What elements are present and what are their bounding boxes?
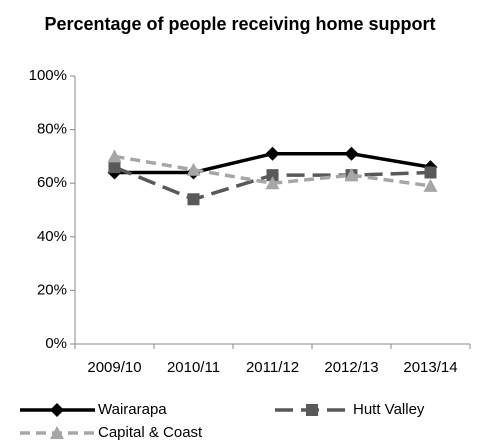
data-point (423, 178, 438, 192)
data-point (186, 162, 201, 176)
x-tick-label: 2009/10 (87, 359, 141, 376)
data-point (265, 146, 280, 161)
y-tick-label: 60% (37, 174, 67, 191)
data-point (266, 169, 279, 182)
y-tick-label: 80% (37, 121, 67, 138)
y-tick-label: 40% (37, 228, 67, 245)
x-tick-label: 2010/11 (167, 359, 220, 376)
legend-label: Capital & Coast (98, 424, 203, 441)
data-point (344, 146, 359, 161)
legend-label: Wairarapa (98, 401, 167, 418)
legend-label: Hutt Valley (353, 401, 425, 418)
y-tick-label: 20% (37, 281, 67, 298)
legend-marker (306, 404, 318, 416)
y-tick-label: 0% (45, 335, 67, 352)
x-tick-label: 2012/13 (324, 359, 378, 376)
legend-marker (50, 426, 64, 439)
chart-title: Percentage of people receiving home supp… (44, 14, 436, 34)
data-point (424, 166, 437, 179)
x-tick-label: 2011/12 (246, 359, 299, 376)
data-point (187, 193, 200, 206)
data-point (265, 176, 280, 190)
x-tick-label: 2013/14 (403, 359, 457, 376)
data-point (108, 161, 121, 174)
data-point (344, 168, 359, 182)
y-tick-label: 100% (29, 67, 67, 84)
legend-marker (50, 403, 64, 417)
data-point (107, 149, 122, 163)
